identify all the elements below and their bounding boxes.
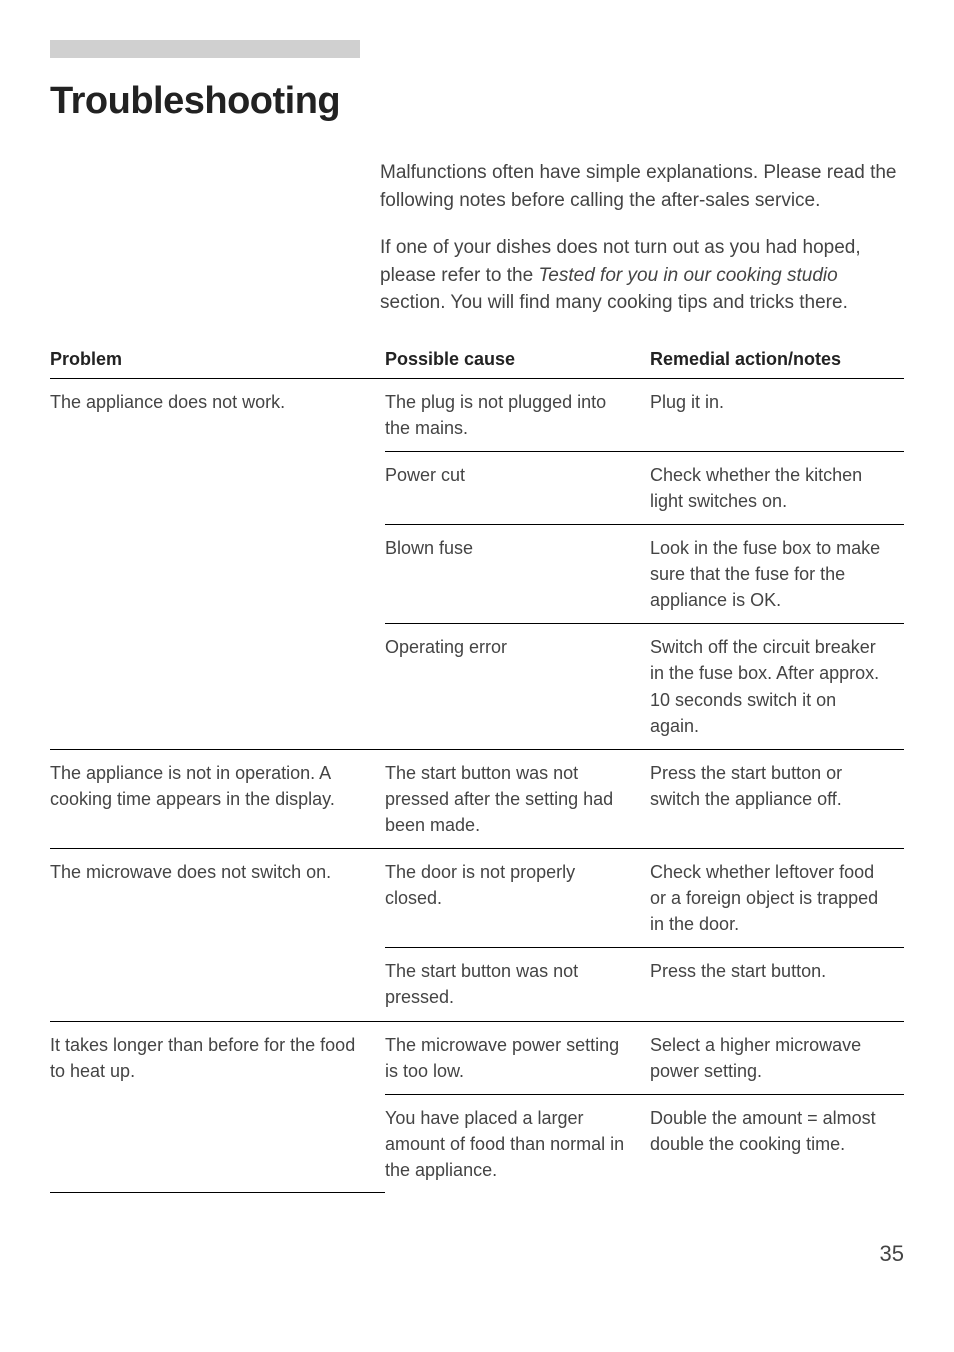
cell-problem-empty [50,624,385,749]
cell-cause: The start button was not pressed. [385,948,650,1021]
cell-problem: It takes longer than before for the food… [50,1021,385,1094]
cell-problem: The microwave does not switch on. [50,849,385,948]
page-title: Troubleshooting [50,80,904,123]
cell-cause: The door is not properly closed. [385,849,650,948]
cell-remedy: Double the amount = almost double the co… [650,1094,904,1193]
cell-cause: The microwave power setting is too low. [385,1021,650,1094]
cell-cause: You have placed a larger amount of food … [385,1094,650,1193]
table-row: The start button was not pressed. Press … [50,948,904,1021]
cell-remedy: Plug it in. [650,378,904,451]
cell-cause: Power cut [385,451,650,524]
cell-remedy: Switch off the circuit breaker in the fu… [650,624,904,749]
header-problem: Problem [50,341,385,379]
intro-paragraph-2: If one of your dishes does not turn out … [380,234,904,317]
cell-remedy: Look in the fuse box to make sure that t… [650,525,904,624]
cell-problem: The appliance does not work. [50,378,385,451]
table-row: Operating error Switch off the circuit b… [50,624,904,749]
table-row: Power cut Check whether the kitchen ligh… [50,451,904,524]
table-row: You have placed a larger amount of food … [50,1094,904,1193]
header-remedy: Remedial action/notes [650,341,904,379]
cell-cause: Blown fuse [385,525,650,624]
cell-problem: The appliance is not in operation. A coo… [50,749,385,848]
troubleshooting-table: Problem Possible cause Remedial action/n… [50,341,904,1194]
table-row: The microwave does not switch on. The do… [50,849,904,948]
cell-remedy: Select a higher microwave power setting. [650,1021,904,1094]
intro2-post: section. You will find many cooking tips… [380,292,848,313]
cell-cause: The plug is not plugged into the mains. [385,378,650,451]
table-row: The appliance does not work. The plug is… [50,378,904,451]
header-decorative-bar [50,40,360,58]
cell-remedy: Press the start button. [650,948,904,1021]
cell-problem-empty [50,525,385,624]
cell-cause: Operating error [385,624,650,749]
cell-remedy: Press the start button or switch the app… [650,749,904,848]
header-cause: Possible cause [385,341,650,379]
table-header-row: Problem Possible cause Remedial action/n… [50,341,904,379]
cell-remedy: Check whether leftover food or a foreign… [650,849,904,948]
page-number: 35 [50,1241,904,1267]
cell-problem-empty [50,948,385,1021]
table-row: Blown fuse Look in the fuse box to make … [50,525,904,624]
intro-paragraph-1: Malfunctions often have simple explanati… [380,159,904,214]
table-row: It takes longer than before for the food… [50,1021,904,1094]
cell-remedy: Check whether the kitchen light switches… [650,451,904,524]
cell-cause: The start button was not pressed after t… [385,749,650,848]
cell-problem-empty [50,451,385,524]
cell-problem-empty [50,1094,385,1193]
table-row: The appliance is not in operation. A coo… [50,749,904,848]
intro2-emphasis: Tested for you in our cooking studio [538,265,837,286]
